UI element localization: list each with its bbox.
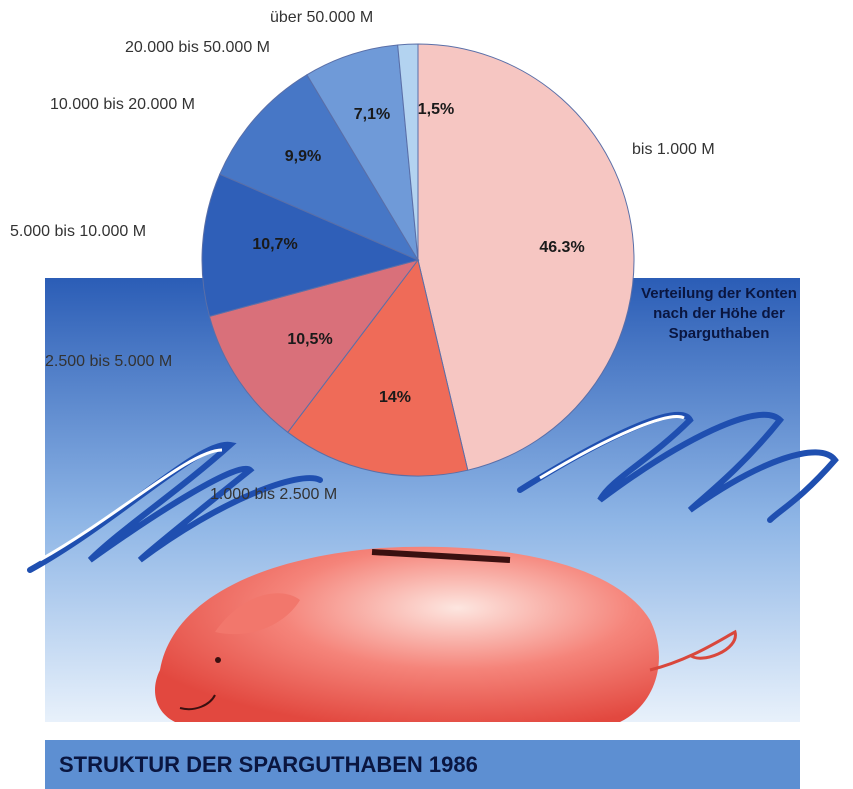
footer-title: STRUKTUR DER SPARGUTHABEN 1986 [59,752,478,778]
value-label: 1,5% [418,101,454,118]
value-label: 14% [379,389,411,406]
value-label: 7,1% [354,106,390,123]
value-label: 9,9% [285,148,321,165]
chart: bis 1.000 M 46.3% 1.000 bis 2.500 M 14% 2.50… [0,0,853,789]
value-label: 10,5% [287,331,332,348]
category-label: 10.000 bis 20.000 M [50,96,195,113]
category-label: 5.000 bis 10.000 M [10,223,146,240]
value-label: 46.3% [539,239,584,256]
category-label: 2.500 bis 5.000 M [45,353,172,370]
value-label: 10,7% [252,236,297,253]
category-label: 1.000 bis 2.500 M [210,486,337,503]
category-label: 20.000 bis 50.000 M [125,39,270,56]
infographic: bis 1.000 M 46.3% 1.000 bis 2.500 M 14% 2.50… [0,0,853,789]
category-label: über 50.000 M [270,9,373,26]
footer-banner: STRUKTUR DER SPARGUTHABEN 1986 [45,740,800,789]
category-label: bis 1.000 M [632,141,715,158]
chart-title: Verteilung der Konten nach der Höhe der … [640,284,798,344]
